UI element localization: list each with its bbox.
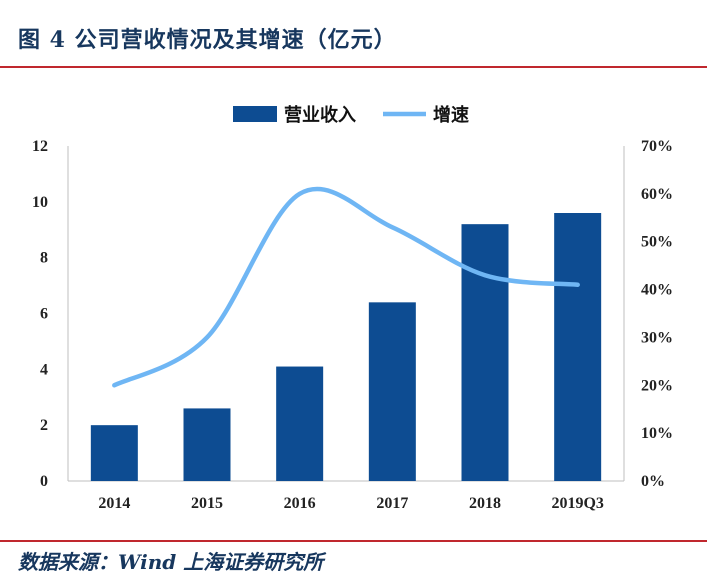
legend: 营业收入 增速 bbox=[233, 104, 469, 126]
title-divider bbox=[0, 66, 707, 68]
tick-labels: 0 2 4 6 8 10 12 0% 10% 20% 30% 40% 50% 60% 70% 2014 2015… bbox=[32, 138, 673, 512]
left-tick-label: 0 bbox=[40, 473, 48, 490]
chart-title: 图 4 公司营收情况及其增速（亿元） bbox=[18, 27, 397, 53]
bar-2016 bbox=[276, 366, 324, 481]
bar-2018 bbox=[461, 224, 509, 481]
x-tick-label: 2017 bbox=[376, 495, 408, 512]
left-tick-label: 12 bbox=[32, 138, 48, 155]
right-tick-label: 60% bbox=[641, 186, 673, 203]
x-tick-label: 2016 bbox=[284, 495, 316, 512]
left-tick-label: 8 bbox=[40, 250, 48, 267]
left-tick-label: 2 bbox=[40, 417, 48, 434]
legend-label-revenue: 营业收入 bbox=[284, 104, 356, 126]
legend-label-growth: 增速 bbox=[433, 104, 469, 126]
x-tick-label: 2014 bbox=[98, 495, 130, 512]
right-tick-label: 10% bbox=[641, 425, 673, 442]
source-note: 数据来源：Wind 上海证券研究所 bbox=[18, 550, 324, 574]
right-tick-label: 70% bbox=[641, 138, 673, 155]
line-series bbox=[112, 186, 580, 388]
x-tick-label: 2015 bbox=[191, 495, 223, 512]
bar-2019Q3 bbox=[554, 213, 602, 481]
x-tick-label: 2018 bbox=[469, 495, 501, 512]
axes bbox=[67, 146, 625, 482]
right-tick-label: 40% bbox=[641, 282, 673, 299]
right-tick-label: 20% bbox=[641, 377, 673, 394]
left-tick-label: 10 bbox=[32, 194, 48, 211]
bar-2017 bbox=[368, 302, 416, 481]
right-tick-label: 50% bbox=[641, 234, 673, 251]
right-tick-label: 30% bbox=[641, 329, 673, 346]
right-tick-label: 0% bbox=[641, 473, 665, 490]
left-tick-label: 4 bbox=[40, 361, 48, 378]
bar-2014 bbox=[90, 425, 138, 481]
legend-swatch-bar bbox=[233, 106, 277, 122]
bar-2015 bbox=[183, 408, 231, 481]
x-tick-label: 2019Q3 bbox=[551, 495, 603, 512]
bar-series bbox=[90, 213, 602, 481]
footer-divider bbox=[0, 540, 707, 542]
left-tick-label: 6 bbox=[40, 306, 48, 323]
